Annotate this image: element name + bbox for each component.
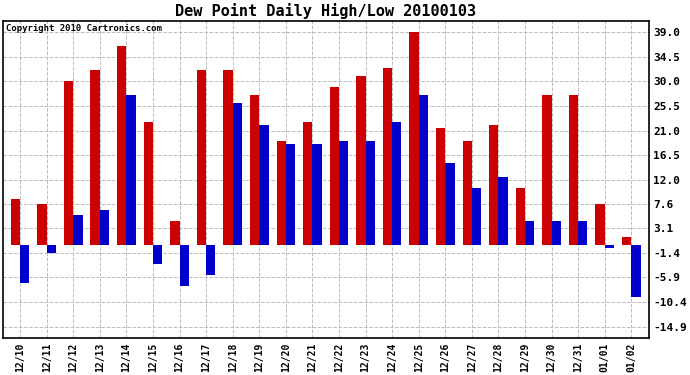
Bar bbox=[419, 95, 428, 245]
Bar bbox=[90, 70, 100, 245]
Text: Copyright 2010 Cartronics.com: Copyright 2010 Cartronics.com bbox=[6, 24, 162, 33]
Bar bbox=[206, 245, 215, 275]
Bar bbox=[179, 245, 189, 286]
Bar bbox=[409, 32, 419, 245]
Bar bbox=[472, 188, 481, 245]
Bar bbox=[73, 215, 83, 245]
Bar bbox=[578, 220, 587, 245]
Bar bbox=[144, 122, 153, 245]
Bar bbox=[489, 125, 498, 245]
Bar bbox=[11, 199, 20, 245]
Bar bbox=[20, 245, 30, 284]
Bar bbox=[366, 141, 375, 245]
Bar bbox=[224, 70, 233, 245]
Bar bbox=[525, 220, 534, 245]
Bar bbox=[153, 245, 162, 264]
Bar bbox=[170, 220, 179, 245]
Bar bbox=[498, 177, 508, 245]
Bar bbox=[313, 144, 322, 245]
Bar bbox=[595, 204, 604, 245]
Bar bbox=[303, 122, 313, 245]
Bar bbox=[339, 141, 348, 245]
Bar bbox=[233, 103, 242, 245]
Bar bbox=[126, 95, 136, 245]
Bar bbox=[436, 128, 445, 245]
Bar bbox=[47, 245, 56, 253]
Bar bbox=[622, 237, 631, 245]
Bar bbox=[383, 68, 392, 245]
Bar bbox=[259, 125, 268, 245]
Bar bbox=[445, 163, 455, 245]
Bar bbox=[37, 204, 47, 245]
Bar bbox=[569, 95, 578, 245]
Bar bbox=[631, 245, 640, 297]
Bar bbox=[356, 76, 366, 245]
Bar bbox=[277, 141, 286, 245]
Bar bbox=[117, 46, 126, 245]
Bar bbox=[197, 70, 206, 245]
Bar bbox=[542, 95, 551, 245]
Bar bbox=[64, 81, 73, 245]
Bar bbox=[604, 245, 614, 248]
Bar bbox=[515, 188, 525, 245]
Bar bbox=[392, 122, 402, 245]
Bar bbox=[100, 210, 109, 245]
Bar bbox=[250, 95, 259, 245]
Bar bbox=[551, 220, 561, 245]
Bar bbox=[286, 144, 295, 245]
Bar bbox=[462, 141, 472, 245]
Bar bbox=[330, 87, 339, 245]
Title: Dew Point Daily High/Low 20100103: Dew Point Daily High/Low 20100103 bbox=[175, 3, 476, 19]
